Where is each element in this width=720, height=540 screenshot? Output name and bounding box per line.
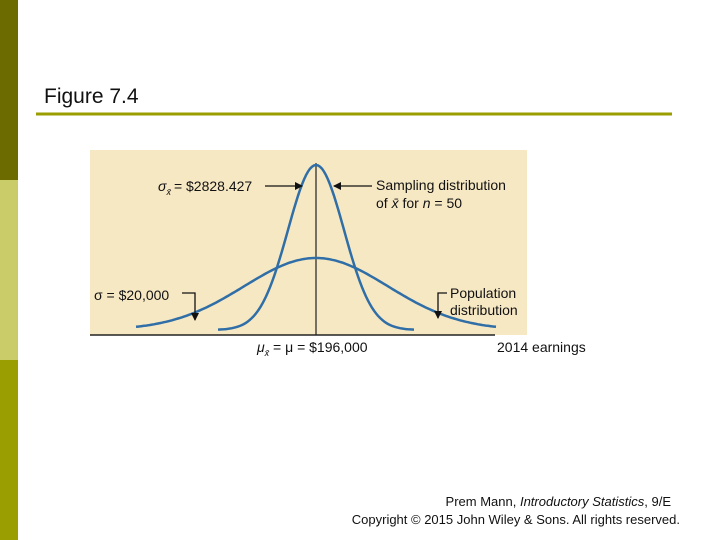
- text: of: [376, 195, 392, 211]
- text: Prem Mann,: [446, 494, 520, 509]
- symbol: σ: [158, 178, 167, 194]
- text: for: [399, 195, 423, 211]
- subscript: x̄: [264, 348, 270, 358]
- subscript: x̄: [165, 187, 171, 197]
- population-label: Population: [450, 285, 516, 301]
- slide-title: Figure 7.4: [44, 85, 139, 108]
- sampling-label: Sampling distribution: [376, 177, 506, 193]
- text: Introductory Statistics: [520, 494, 645, 509]
- population-label: distribution: [450, 302, 518, 318]
- copyright: Copyright © 2015 John Wiley & Sons. All …: [352, 512, 680, 527]
- sampling-sd-label: σx̄ = $2828.427: [158, 178, 252, 197]
- side-bar: [0, 0, 18, 180]
- value: = $2828.427: [174, 178, 252, 194]
- figure-background: [90, 150, 527, 335]
- sampling-label: of x̄ for n = 50: [376, 195, 462, 211]
- text: , 9/E: [644, 494, 671, 509]
- figure: σx̄ = $2828.427 Sampling distribution of …: [90, 150, 586, 358]
- arrow: [434, 292, 447, 319]
- mean-label: μx̄ = μ = $196,000: [256, 339, 368, 358]
- population-sd-label: σ = $20,000: [94, 287, 169, 303]
- side-bar: [0, 180, 18, 360]
- side-bar: [0, 360, 18, 540]
- value: = μ = $196,000: [269, 339, 368, 355]
- arrow: [182, 292, 199, 321]
- credit: Prem Mann, Introductory Statistics, 9/E: [446, 494, 672, 509]
- sampling-curve: [217, 163, 415, 331]
- axis-label: 2014 earnings: [497, 339, 586, 355]
- text: n: [423, 195, 431, 211]
- text: x̄: [391, 195, 400, 211]
- text: = 50: [431, 195, 463, 211]
- symbol: μ: [256, 339, 265, 355]
